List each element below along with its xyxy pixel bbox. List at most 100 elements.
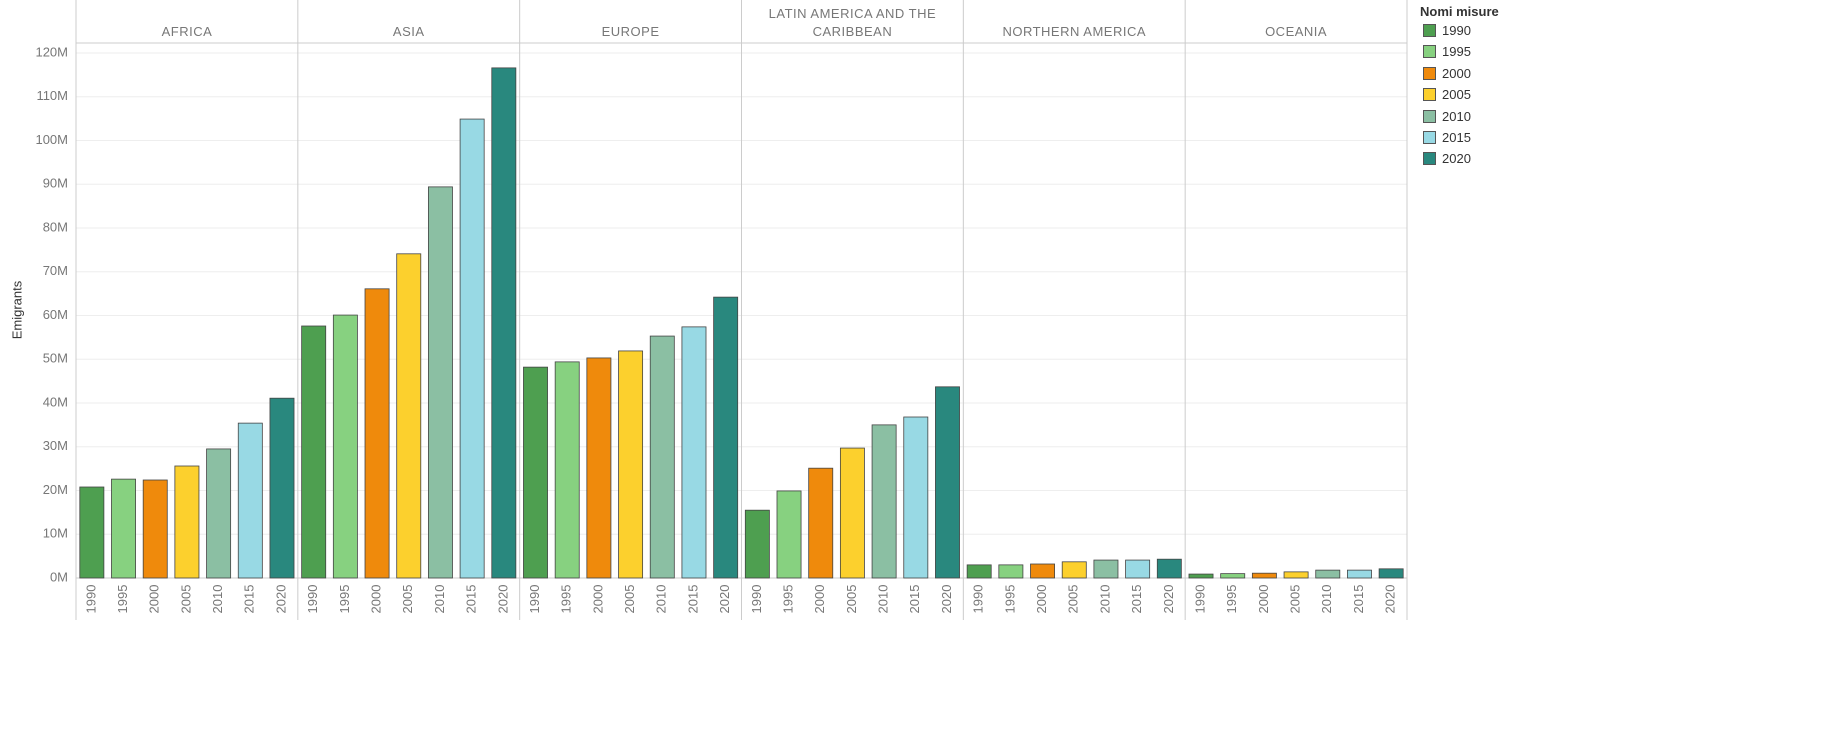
x-tick-label: 1995 xyxy=(1224,585,1239,614)
y-tick-label: 30M xyxy=(43,438,68,453)
bar xyxy=(523,366,548,579)
x-tick-label: 2000 xyxy=(812,585,827,614)
y-tick-label: 10M xyxy=(43,526,68,541)
x-tick-label: 1990 xyxy=(1192,585,1207,614)
x-tick-label: 2000 xyxy=(1034,585,1049,614)
bar xyxy=(649,335,675,579)
bar xyxy=(618,350,644,579)
x-tick-label: 2010 xyxy=(210,585,225,614)
bar xyxy=(111,478,136,579)
x-tick-label: 2020 xyxy=(273,585,288,614)
bar xyxy=(174,465,200,579)
bar xyxy=(713,296,739,579)
x-tick-label: 2020 xyxy=(1383,585,1398,614)
bar xyxy=(871,424,897,579)
x-tick-label: 1990 xyxy=(971,585,986,614)
bar xyxy=(903,416,929,579)
bar xyxy=(839,447,865,579)
panel-header: LATIN AMERICA AND THE CARIBBEAN xyxy=(768,6,937,39)
x-tick-label: 1990 xyxy=(305,585,320,614)
legend-label: 2000 xyxy=(1442,65,1471,81)
x-tick-label: 2000 xyxy=(1256,585,1271,614)
legend-label: 1990 xyxy=(1442,23,1471,38)
x-tick-label: 2005 xyxy=(178,585,193,614)
bar xyxy=(744,509,770,579)
x-tick-label: 2020 xyxy=(1161,585,1176,614)
x-tick-label: 1995 xyxy=(337,585,352,614)
x-tick-label: 2020 xyxy=(939,585,954,614)
bar xyxy=(1378,568,1404,579)
x-tick-label: 2000 xyxy=(147,585,162,614)
legend-swatch xyxy=(1423,66,1436,80)
bar xyxy=(586,357,612,579)
bar xyxy=(1030,563,1056,579)
x-tick-label: 2000 xyxy=(368,585,383,614)
legend-label: 1995 xyxy=(1442,44,1471,60)
x-tick-label: 1995 xyxy=(559,585,574,614)
x-tick-label: 2000 xyxy=(590,585,605,614)
x-tick-label: 2010 xyxy=(432,585,447,614)
legend-title: Nomi misure xyxy=(1420,4,1499,19)
x-tick-label: 2010 xyxy=(654,585,669,614)
x-tick-label: 2005 xyxy=(400,585,415,614)
legend-label: 2015 xyxy=(1442,130,1471,145)
y-tick-label: 20M xyxy=(43,482,68,497)
panel-header: NORTHERN AMERICA xyxy=(1002,24,1147,39)
x-tick-label: 2005 xyxy=(622,585,637,614)
legend-label: 2010 xyxy=(1442,108,1471,124)
x-tick-label: 1995 xyxy=(1002,585,1017,614)
bar xyxy=(1220,573,1246,579)
x-tick-label: 2010 xyxy=(1319,585,1334,614)
x-tick-label: 1990 xyxy=(749,585,764,614)
x-tick-label: 2005 xyxy=(1066,585,1081,614)
x-tick-label: 2015 xyxy=(907,585,922,614)
x-tick-label: 1990 xyxy=(527,585,542,614)
y-tick-label: 110M xyxy=(36,88,68,103)
x-tick-label: 2010 xyxy=(1097,585,1112,614)
x-tick-label: 2015 xyxy=(1351,585,1366,614)
bar xyxy=(1315,569,1341,579)
x-tick-label: 2015 xyxy=(242,585,257,614)
y-tick-label: 40M xyxy=(43,394,68,409)
bar xyxy=(1283,571,1309,579)
y-tick-label: 80M xyxy=(43,219,68,234)
legend-swatch xyxy=(1423,131,1436,144)
bar xyxy=(1188,573,1214,579)
bar xyxy=(364,288,390,579)
y-tick-label: 100M xyxy=(35,132,68,147)
y-tick-label: 90M xyxy=(43,176,68,191)
bar xyxy=(1125,559,1151,579)
bar xyxy=(237,422,263,579)
bar xyxy=(776,490,802,579)
bar xyxy=(1093,559,1119,579)
x-tick-label: 1995 xyxy=(780,585,795,614)
bar xyxy=(459,118,485,579)
x-tick-label: 2015 xyxy=(464,585,479,614)
x-tick-label: 2015 xyxy=(685,585,700,614)
panel-header: OCEANIA xyxy=(1265,24,1328,39)
bar xyxy=(998,564,1024,579)
bar xyxy=(206,448,232,579)
bar xyxy=(491,67,517,579)
bar xyxy=(681,326,707,579)
y-tick-label: 0M xyxy=(50,569,68,584)
bar xyxy=(966,564,992,579)
y-tick-label: 50M xyxy=(43,351,68,366)
legend-swatch xyxy=(1423,24,1436,37)
legend-swatch xyxy=(1423,45,1436,59)
bar xyxy=(269,397,295,579)
bar xyxy=(332,314,358,579)
panel-header: ASIA xyxy=(392,24,425,39)
x-tick-label: 2015 xyxy=(1129,585,1144,614)
x-tick-label: 2020 xyxy=(495,585,510,614)
bar xyxy=(79,486,105,579)
y-tick-label: 120M xyxy=(35,44,68,59)
legend-swatch xyxy=(1423,109,1436,123)
x-tick-label: 2010 xyxy=(876,585,891,614)
bar xyxy=(427,186,453,579)
legend-swatch xyxy=(1423,88,1436,102)
y-axis-title: Emigrants xyxy=(9,280,24,339)
bar xyxy=(808,467,834,579)
bar xyxy=(1156,558,1182,579)
